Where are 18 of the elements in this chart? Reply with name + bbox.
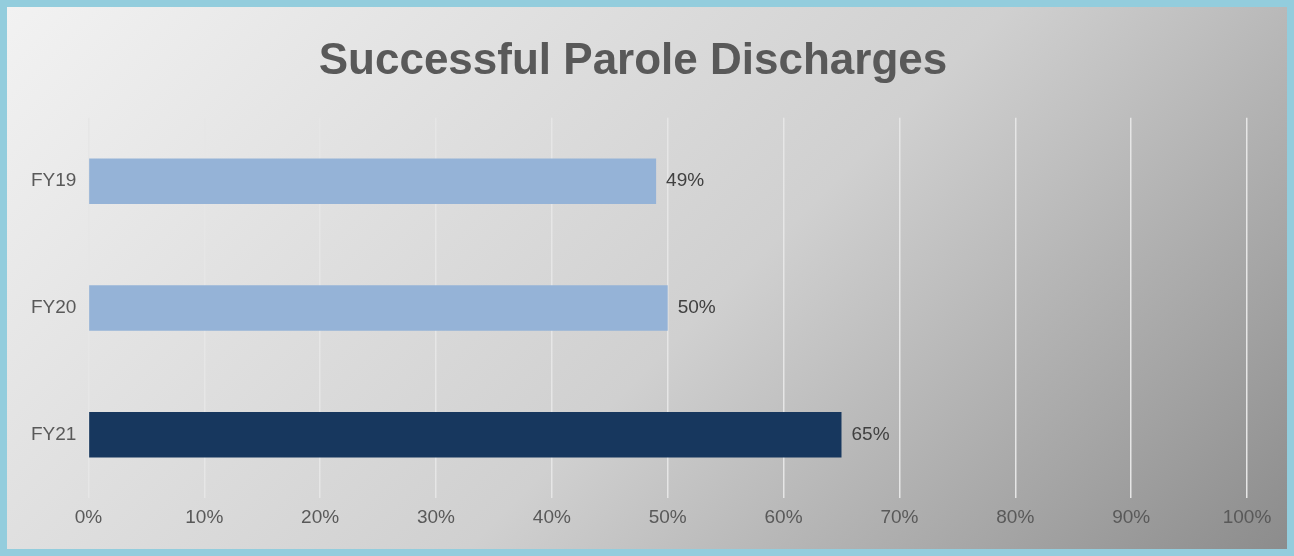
x-tick-label: 100%: [1222, 505, 1272, 527]
y-tick-label: FY19: [30, 169, 77, 191]
x-tick-label: 50%: [648, 505, 687, 527]
x-tick-label: 70%: [880, 505, 919, 527]
data-label: 50%: [677, 296, 716, 318]
x-tick-label: 80%: [996, 505, 1035, 527]
x-tick-label: 0%: [74, 505, 103, 527]
x-tick-label: 40%: [532, 505, 571, 527]
x-tick-label: 60%: [764, 505, 803, 527]
x-tick-label: 10%: [185, 505, 224, 527]
x-tick-label: 20%: [301, 505, 340, 527]
chart-title: Successful Parole Discharges: [318, 33, 948, 83]
y-tick-label: FY21: [30, 423, 77, 445]
y-tick-label: FY20: [30, 296, 77, 318]
x-tick-label: 90%: [1112, 505, 1151, 527]
data-label: 49%: [666, 169, 705, 191]
x-tick-label: 30%: [416, 505, 456, 527]
data-label: 65%: [851, 423, 890, 445]
